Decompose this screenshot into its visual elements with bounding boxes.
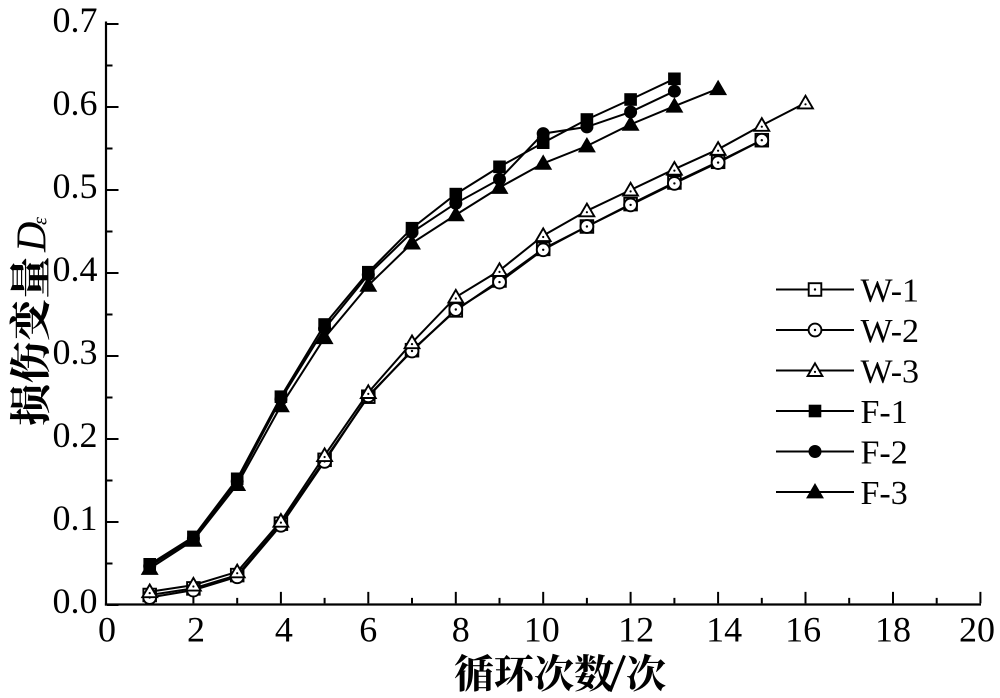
svg-text:0.7: 0.7 xyxy=(53,0,98,40)
svg-text:2: 2 xyxy=(187,610,205,650)
svg-text:0.6: 0.6 xyxy=(53,83,98,123)
svg-text:18: 18 xyxy=(875,610,911,650)
svg-text:0.1: 0.1 xyxy=(53,498,98,538)
svg-text:0: 0 xyxy=(98,610,116,650)
svg-text:D: D xyxy=(10,222,56,253)
svg-text:F-2: F-2 xyxy=(861,434,908,471)
svg-text:W-3: W-3 xyxy=(861,353,920,390)
svg-text:F-1: F-1 xyxy=(861,394,908,431)
svg-text:6: 6 xyxy=(359,610,377,650)
svg-text:20: 20 xyxy=(959,610,995,650)
svg-text:0.5: 0.5 xyxy=(53,166,98,206)
svg-text:0.4: 0.4 xyxy=(53,249,98,289)
svg-text:12: 12 xyxy=(618,610,654,650)
svg-text:0.0: 0.0 xyxy=(53,581,98,621)
svg-text:10: 10 xyxy=(524,610,560,650)
svg-text:0.3: 0.3 xyxy=(53,332,98,372)
svg-text:W-2: W-2 xyxy=(861,313,920,350)
svg-text:4: 4 xyxy=(275,610,293,650)
svg-text:8: 8 xyxy=(452,610,470,650)
svg-text:F-3: F-3 xyxy=(861,475,908,512)
svg-text:W-1: W-1 xyxy=(861,272,920,309)
svg-text:14: 14 xyxy=(706,610,742,650)
svg-text:0.2: 0.2 xyxy=(53,415,98,455)
svg-text:16: 16 xyxy=(785,610,821,650)
svg-text:ε: ε xyxy=(30,217,52,225)
